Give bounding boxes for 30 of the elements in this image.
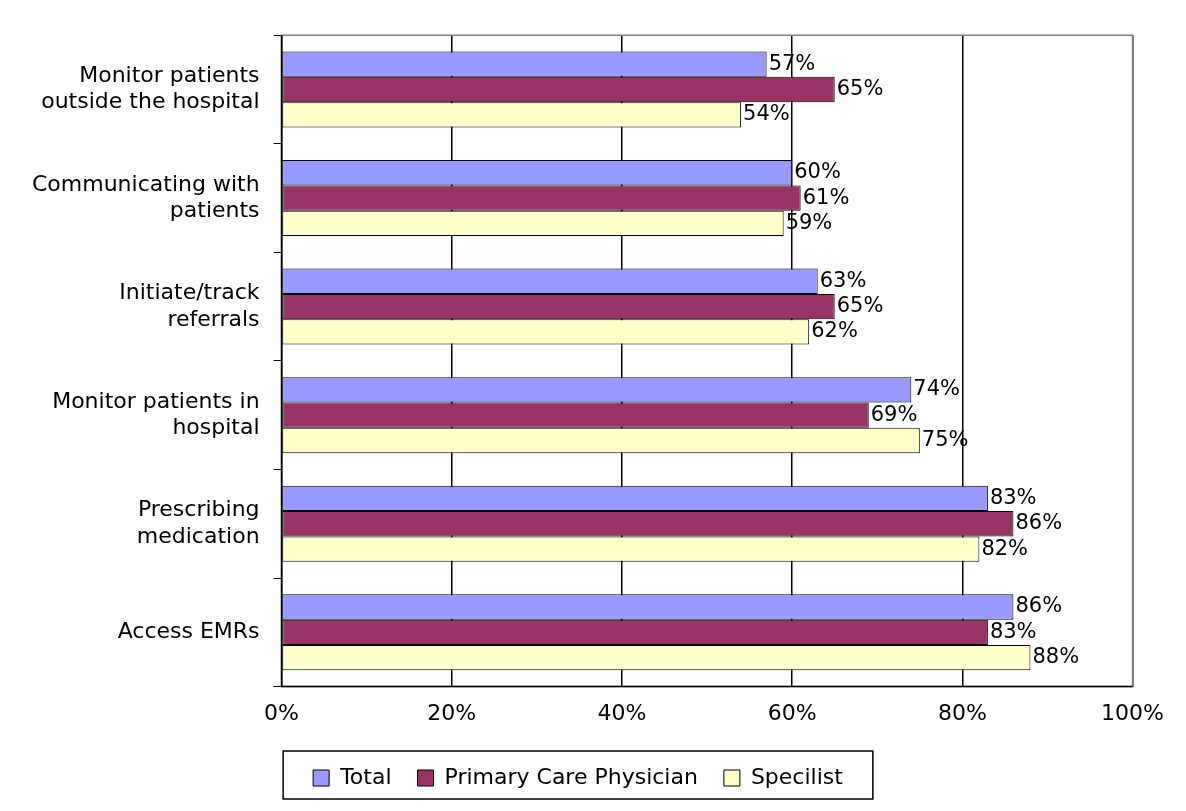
data-label: 83% — [989, 618, 1037, 643]
data-label: 60% — [794, 159, 841, 184]
x-tick-label: 60% — [767, 699, 817, 725]
x-tick-label: 40% — [597, 699, 647, 725]
x-tick-label: 100% — [1101, 699, 1165, 725]
y-tick-label: Access EMRs — [117, 618, 260, 644]
x-tick-label: 80% — [937, 699, 987, 725]
legend-label: Primary Care Physician — [444, 763, 698, 789]
data-label: 82% — [981, 535, 1029, 560]
data-label: 86% — [1015, 593, 1063, 618]
y-tick-label: Monitor patients in hospital — [52, 387, 260, 440]
y-tick-label: Initiate/track referrals — [119, 279, 260, 331]
legend-label: Specilist — [750, 763, 844, 789]
data-label: 63% — [819, 267, 867, 292]
x-tick-label: 20% — [427, 699, 477, 725]
data-label: 62% — [811, 318, 858, 343]
data-label: 54% — [743, 101, 790, 126]
data-label: 86% — [1015, 510, 1063, 535]
data-label: 88% — [1032, 644, 1080, 669]
data-label: 61% — [802, 184, 850, 209]
data-label: 65% — [836, 75, 884, 100]
y-tick-label: Prescribing medication — [136, 496, 260, 548]
y-tick-label: Communicating with patients — [32, 170, 260, 222]
x-tick-label: 0% — [264, 699, 300, 725]
y-tick-label: Monitor patients outside the hospital — [41, 62, 260, 114]
data-label: 65% — [836, 293, 884, 318]
legend-label: Total — [339, 763, 392, 789]
data-label: 69% — [870, 401, 918, 426]
data-label: 83% — [989, 484, 1037, 509]
data-label: 74% — [913, 376, 960, 401]
